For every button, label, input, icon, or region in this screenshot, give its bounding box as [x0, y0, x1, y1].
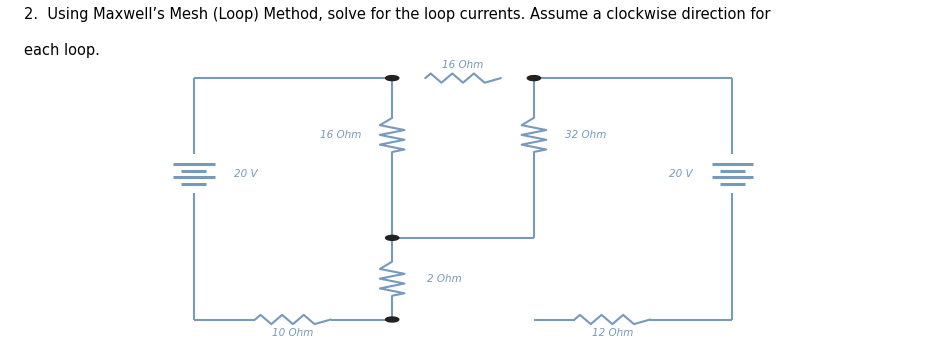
Circle shape	[385, 235, 398, 240]
Text: each loop.: each loop.	[24, 43, 99, 58]
Text: 10 Ohm: 10 Ohm	[272, 328, 313, 338]
Text: 20 V: 20 V	[667, 169, 691, 179]
Text: 16 Ohm: 16 Ohm	[442, 60, 483, 70]
Text: 2 Ohm: 2 Ohm	[427, 274, 461, 284]
Text: 32 Ohm: 32 Ohm	[565, 130, 606, 140]
Circle shape	[385, 317, 398, 322]
Circle shape	[527, 76, 540, 81]
Circle shape	[385, 76, 398, 81]
Text: 20 V: 20 V	[234, 169, 257, 179]
Text: 12 Ohm: 12 Ohm	[591, 328, 632, 338]
Text: 16 Ohm: 16 Ohm	[319, 130, 361, 140]
Text: 2.  Using Maxwell’s Mesh (Loop) Method, solve for the loop currents. Assume a cl: 2. Using Maxwell’s Mesh (Loop) Method, s…	[24, 7, 769, 22]
